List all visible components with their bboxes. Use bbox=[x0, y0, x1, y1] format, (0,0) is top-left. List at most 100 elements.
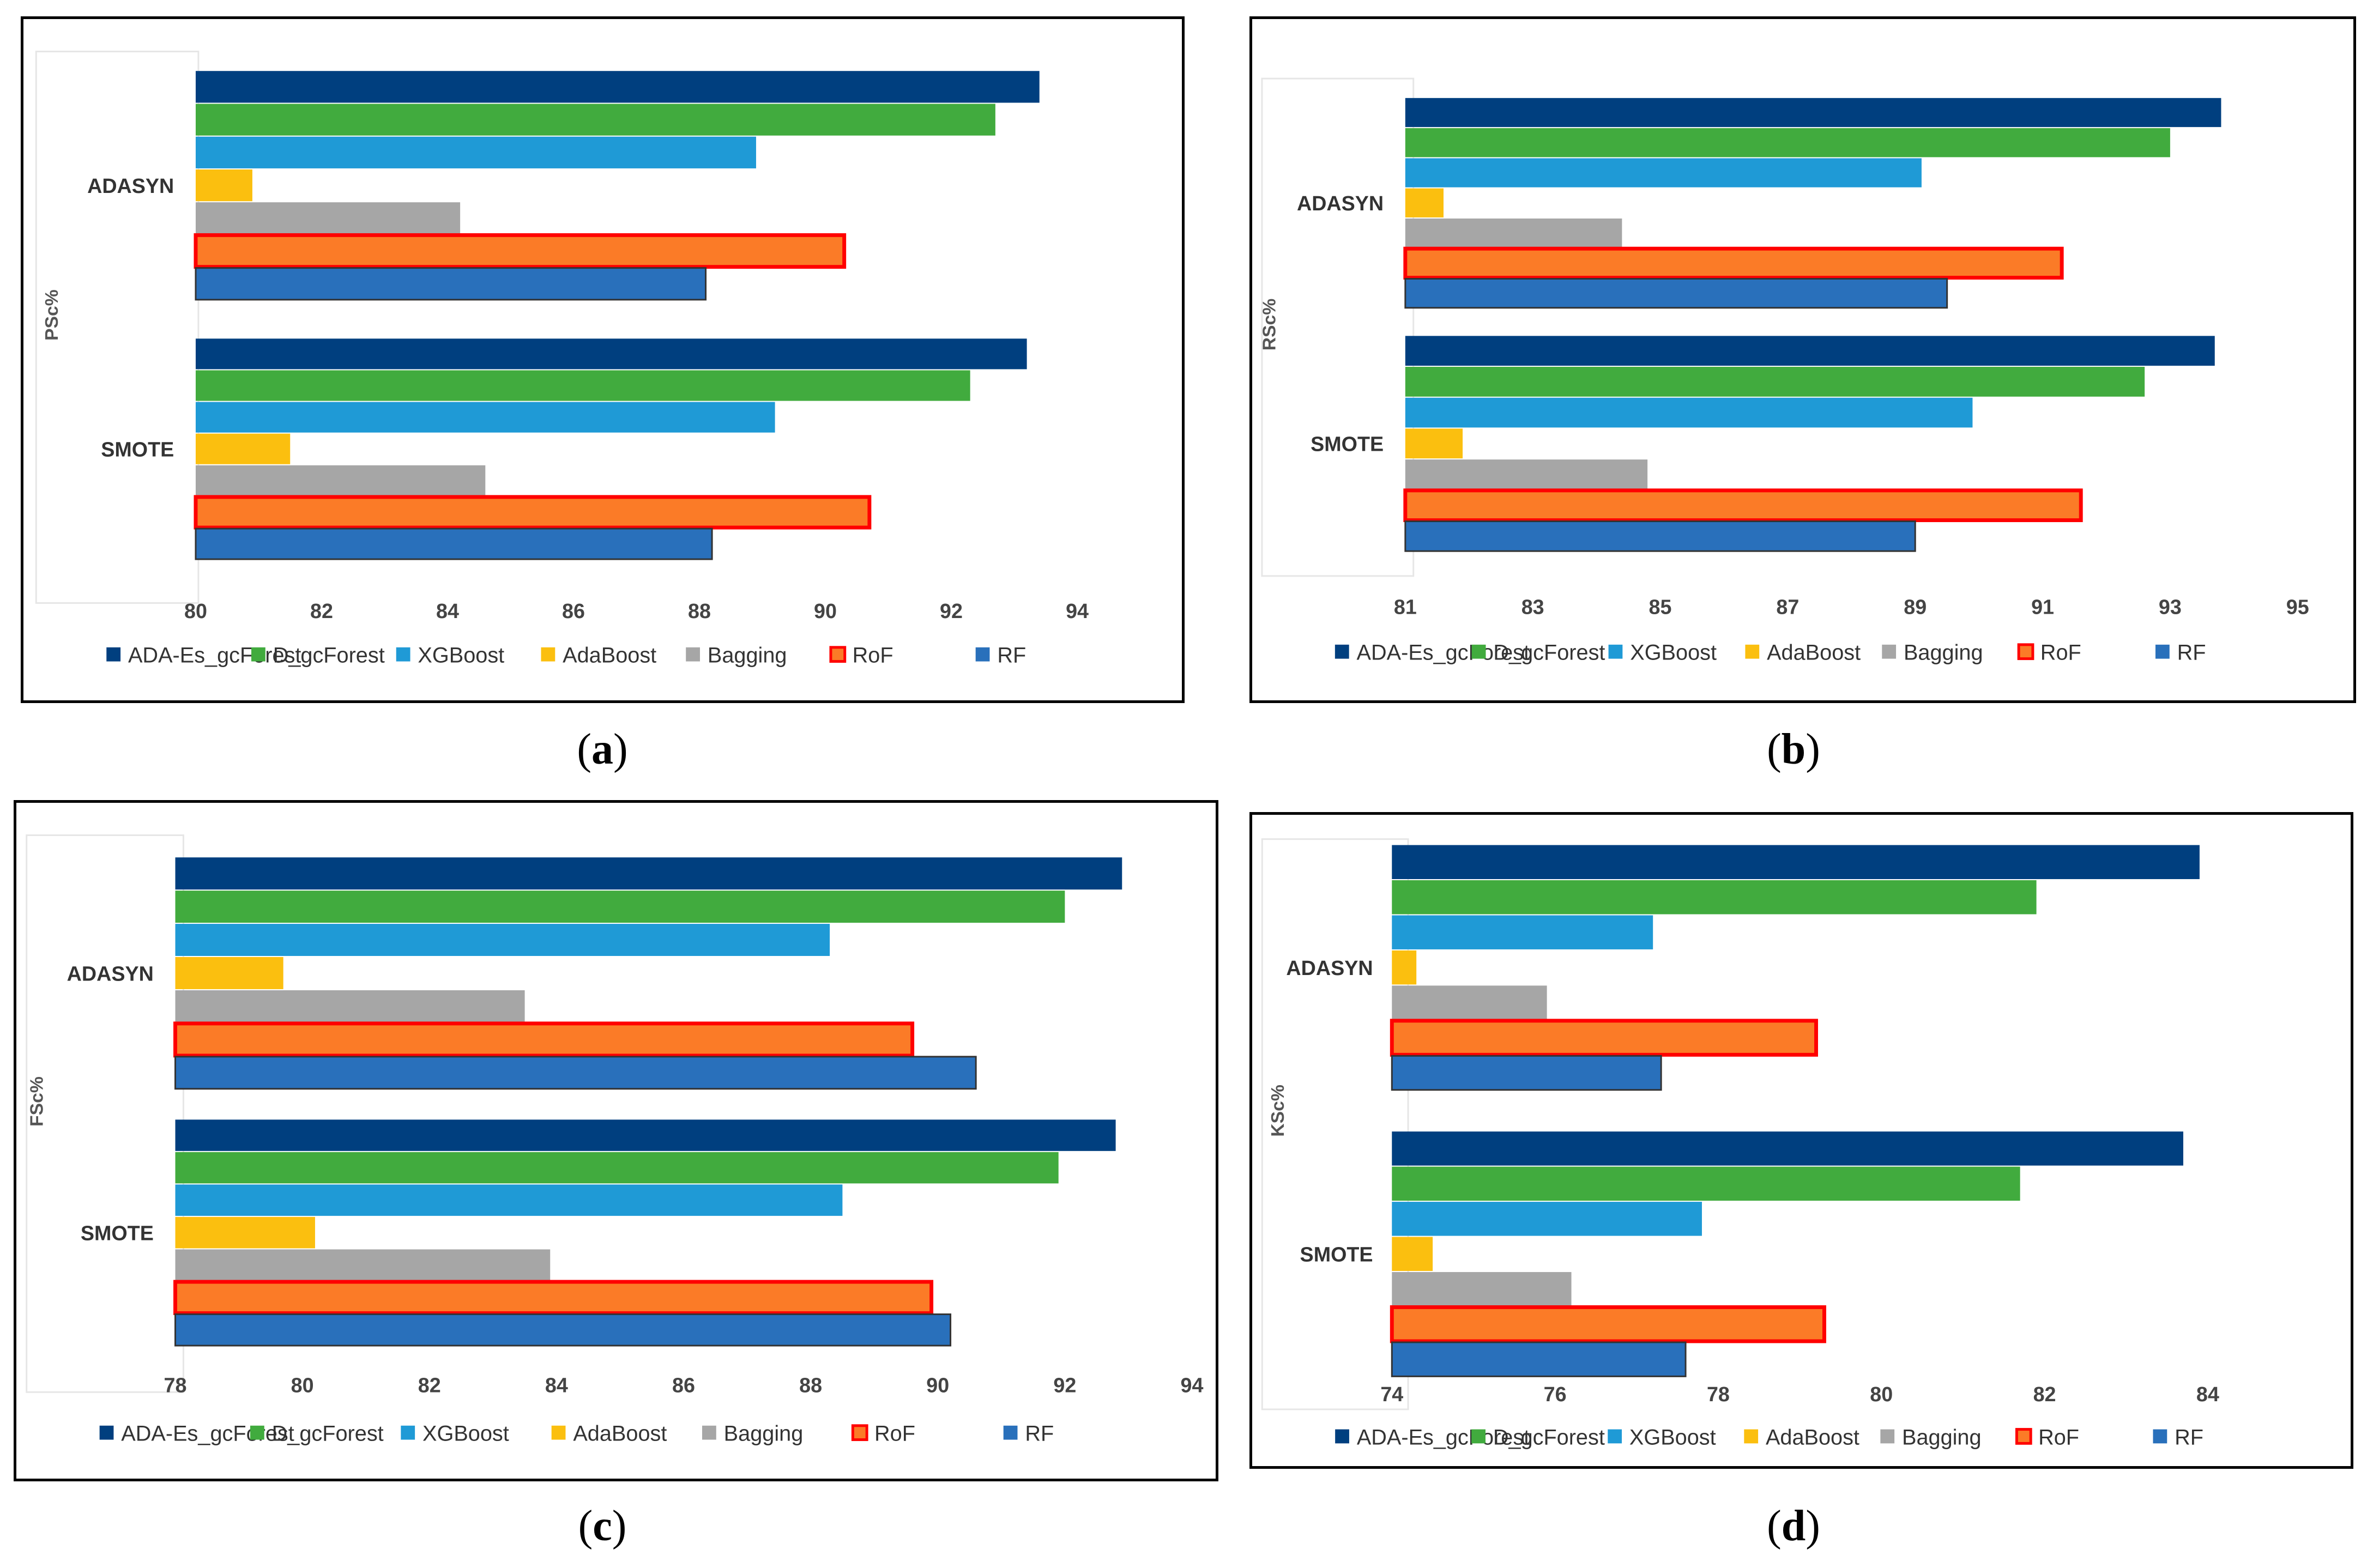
x-tick-c-3: 84 bbox=[545, 1373, 568, 1396]
bar-b-adasyn-rof bbox=[1403, 246, 2064, 280]
legend-label-c-6: RF bbox=[1025, 1422, 1054, 1446]
bar-a-adasyn-d-gcforest bbox=[195, 104, 995, 136]
bar-c-adasyn-d-gcforest bbox=[175, 891, 1065, 923]
bar-d-smote-adaboost bbox=[1392, 1237, 1433, 1271]
x-tick-a-1: 82 bbox=[310, 600, 333, 622]
bar-a-adasyn-rof bbox=[194, 233, 847, 269]
bar-c-smote-rf bbox=[174, 1313, 952, 1347]
category-label-b-0: ADASYN bbox=[1297, 192, 1384, 215]
legend-swatch-d-4 bbox=[1880, 1429, 1895, 1444]
legend-swatch-b-6 bbox=[2155, 644, 2170, 659]
x-tick-c-6: 90 bbox=[926, 1373, 949, 1396]
legend-swatch-b-5 bbox=[2017, 643, 2034, 661]
bar-d-adasyn-ada-es-gcforest bbox=[1392, 845, 2200, 880]
chart-svg-a: PSc% ADASYN SMOTE 80 82 84 86 88 90 92 94 ADA-Es_gc… bbox=[35, 51, 1089, 668]
x-tick-c-7: 92 bbox=[1053, 1373, 1076, 1396]
plot-frame-b bbox=[1261, 77, 1415, 577]
legend-label-a-6: RF bbox=[997, 644, 1026, 668]
legend-swatch-d-6 bbox=[2153, 1429, 2167, 1444]
legend-swatch-b-3 bbox=[1745, 644, 1760, 659]
legend-label-b-5: RoF bbox=[2040, 641, 2081, 665]
bar-d-smote-ada-es-gcforest bbox=[1392, 1131, 2183, 1166]
bar-b-adasyn-adaboost bbox=[1405, 188, 1444, 217]
y-axis-label-b: RSc% bbox=[1259, 299, 1280, 351]
x-tick-c-4: 86 bbox=[672, 1373, 695, 1396]
bar-a-smote-rof bbox=[194, 495, 872, 530]
y-axis-label-d: KSc% bbox=[1267, 1085, 1288, 1137]
bar-d-adasyn-rof bbox=[1390, 1019, 1818, 1057]
x-tick-d-1: 76 bbox=[1544, 1383, 1567, 1406]
x-tick-c-5: 88 bbox=[799, 1373, 822, 1396]
legend-label-c-1: D_gcForest bbox=[272, 1422, 384, 1446]
chart-panel-b: RSc% ADASYN SMOTE 81 83 85 87 89 91 93 95 ADA-Es_gc… bbox=[1249, 16, 2356, 703]
chart-panel-a: PSc% ADASYN SMOTE 80 82 84 86 88 90 92 94 ADA-Es_gc… bbox=[21, 16, 1185, 703]
legend-swatch-c-4 bbox=[702, 1425, 716, 1440]
category-label-d-1: SMOTE bbox=[1300, 1243, 1373, 1266]
legend-label-d-3: AdaBoost bbox=[1766, 1425, 1859, 1449]
x-tick-d-5: 84 bbox=[2196, 1383, 2219, 1406]
plot-frame-d bbox=[1261, 838, 1409, 1410]
bar-d-adasyn-rf bbox=[1391, 1055, 1662, 1091]
bar-b-smote-adaboost bbox=[1405, 428, 1463, 459]
bar-b-adasyn-ada-es-gcforest bbox=[1405, 98, 2221, 128]
legend-label-d-4: Bagging bbox=[1902, 1425, 1982, 1449]
category-label-c-0: ADASYN bbox=[67, 962, 154, 985]
x-tick-b-2: 85 bbox=[1649, 595, 1672, 618]
caption-d: (d) bbox=[1767, 1502, 1820, 1550]
plot-frame-a bbox=[35, 51, 200, 604]
legend-swatch-d-0 bbox=[1335, 1429, 1349, 1444]
legend-swatch-d-5 bbox=[2015, 1428, 2032, 1445]
bar-b-adasyn-d-gcforest bbox=[1405, 128, 2170, 158]
legend-swatch-a-6 bbox=[975, 647, 990, 662]
caption-a: (a) bbox=[577, 725, 628, 773]
chart-svg-d: KSc% ADASYN SMOTE 74 76 78 80 82 84 ADA-Es_gcFore… bbox=[1261, 838, 2219, 1449]
legend-label-d-0: ADA-Es_gcForest bbox=[1357, 1425, 1530, 1449]
bar-c-adasyn-bagging bbox=[175, 990, 525, 1022]
legend-label-b-6: RF bbox=[2177, 641, 2206, 665]
category-label-c-1: SMOTE bbox=[81, 1222, 154, 1245]
legend-label-a-4: Bagging bbox=[708, 644, 787, 668]
bar-c-adasyn-adaboost bbox=[175, 957, 283, 989]
bar-d-adasyn-bagging bbox=[1392, 985, 1547, 1020]
bar-a-smote-d-gcforest bbox=[195, 370, 970, 401]
bar-b-smote-xgboost bbox=[1405, 397, 1973, 428]
bar-a-adasyn-bagging bbox=[195, 202, 461, 234]
plot-frame-c bbox=[26, 834, 184, 1393]
bar-a-smote-rf bbox=[195, 528, 713, 560]
legend-label-a-1: D_gcForest bbox=[273, 644, 385, 668]
x-tick-a-5: 90 bbox=[814, 600, 837, 622]
legend-label-a-0: ADA-Es_gcForest bbox=[128, 644, 301, 668]
bar-d-adasyn-xgboost bbox=[1392, 915, 1653, 949]
legend-swatch-a-1 bbox=[251, 647, 265, 662]
legend-swatch-b-1 bbox=[1471, 644, 1486, 659]
bar-c-adasyn-rof bbox=[173, 1021, 915, 1058]
legend-label-b-1: D_gcForest bbox=[1493, 641, 1605, 665]
bar-d-adasyn-adaboost bbox=[1392, 950, 1417, 985]
bar-a-smote-xgboost bbox=[195, 402, 775, 433]
bar-b-smote-rof bbox=[1403, 488, 2083, 522]
bar-d-smote-d-gcforest bbox=[1392, 1166, 2020, 1201]
x-tick-a-2: 84 bbox=[436, 600, 459, 622]
category-label-d-0: ADASYN bbox=[1286, 956, 1373, 979]
bar-d-smote-xgboost bbox=[1392, 1202, 1702, 1236]
legend-swatch-c-3 bbox=[551, 1425, 566, 1440]
legend-swatch-a-4 bbox=[686, 647, 701, 662]
legend-label-a-2: XGBoost bbox=[418, 644, 504, 668]
caption-b: (b) bbox=[1767, 725, 1820, 773]
legend-swatch-c-1 bbox=[250, 1425, 264, 1440]
bar-b-smote-rf bbox=[1404, 520, 1916, 552]
chart-svg-b: RSc% ADASYN SMOTE 81 83 85 87 89 91 93 95 ADA-Es_gc… bbox=[1259, 77, 2309, 665]
x-tick-a-4: 88 bbox=[688, 600, 711, 622]
x-tick-c-8: 94 bbox=[1181, 1373, 1204, 1396]
bar-b-adasyn-rf bbox=[1404, 277, 1948, 309]
x-tick-a-3: 86 bbox=[562, 600, 585, 622]
x-tick-c-0: 78 bbox=[164, 1373, 187, 1396]
x-tick-c-2: 82 bbox=[418, 1373, 441, 1396]
x-tick-a-0: 80 bbox=[184, 600, 207, 622]
legend-label-c-3: AdaBoost bbox=[573, 1422, 667, 1446]
legend-label-a-5: RoF bbox=[853, 644, 893, 668]
legend-label-c-2: XGBoost bbox=[422, 1422, 509, 1446]
bar-b-smote-d-gcforest bbox=[1405, 367, 2145, 397]
category-label-a-0: ADASYN bbox=[87, 174, 174, 197]
x-tick-d-0: 74 bbox=[1380, 1383, 1403, 1406]
